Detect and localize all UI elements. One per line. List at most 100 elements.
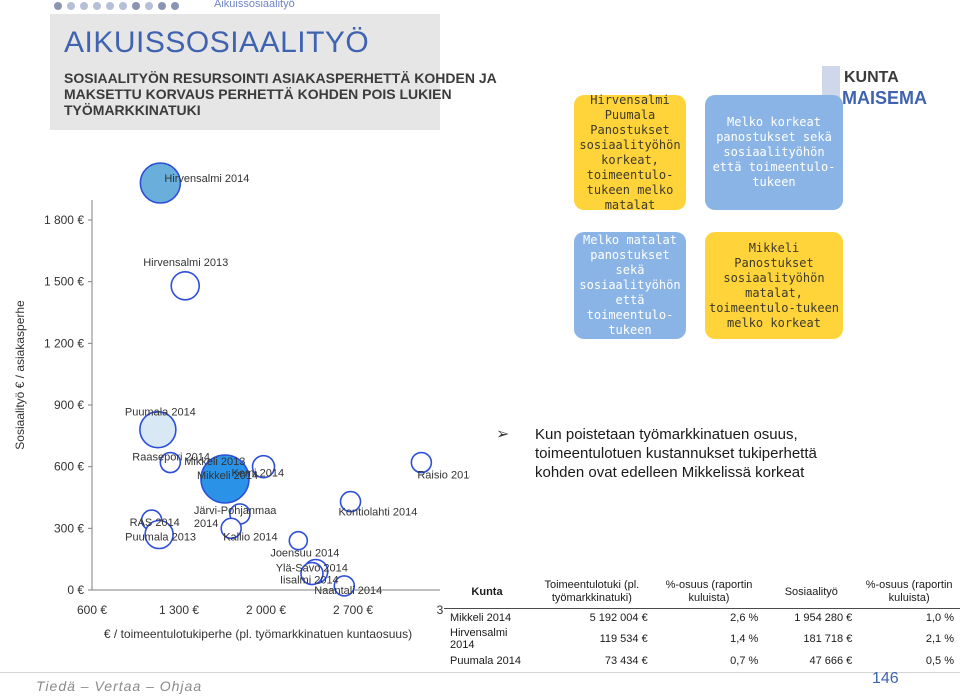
nav-dot[interactable] xyxy=(119,2,127,10)
data-bubble xyxy=(300,561,324,586)
page-title: AIKUISSOSIAALITYÖ xyxy=(64,26,370,59)
data-label: Mikkeli 2014 xyxy=(197,470,258,482)
cost-table: Kunta Toimeentulotuki (pl. työmarkkinatu… xyxy=(444,576,960,669)
data-bubble xyxy=(159,451,182,474)
nav-dot[interactable] xyxy=(145,2,153,10)
data-bubble xyxy=(139,162,182,204)
data-label: Raisio 2014 xyxy=(417,470,470,482)
nav-dot[interactable] xyxy=(171,2,179,10)
kuntamaisema-logo: KUNTA MAISEMA xyxy=(822,58,927,118)
table-row: Mikkeli 2014 5 192 004 € 2,6 % 1 954 280… xyxy=(444,609,960,627)
nav-dot[interactable] xyxy=(93,2,101,10)
data-label: Mikkeli 2013 xyxy=(184,456,245,468)
data-label: Naantali 2014 xyxy=(314,585,382,597)
y-tick-label: 1 200 € xyxy=(44,336,84,350)
bubble-chart: 0 € 300 € 600 € 900 € 1 200 € 1 500 € 1 800 € 6… xyxy=(13,162,470,641)
table-cell: 119 534 € xyxy=(599,633,648,645)
footer-divider xyxy=(0,672,960,673)
bullet-arrow-icon: ➢ xyxy=(496,426,510,443)
y-tick-label: 900 € xyxy=(54,398,84,412)
quadrant-top-right: Melko korkeat panostukset sekä sosiaalit… xyxy=(705,95,843,210)
x-tick-label: 600 € xyxy=(77,603,107,617)
table-cell: 73 434 € xyxy=(604,654,648,667)
data-bubble xyxy=(200,454,250,504)
table-cell: 2,6 % xyxy=(730,611,759,624)
quadrant-top-left: Hirvensalmi Puumala Panostukset sosiaali… xyxy=(574,93,686,212)
nav-dot[interactable] xyxy=(80,2,88,10)
nav-dot[interactable] xyxy=(67,2,75,10)
table-cell: 1 954 280 € xyxy=(794,611,853,624)
logo-line1: KUNTA xyxy=(844,69,899,86)
table-cell: Hirvensalmi 2014 xyxy=(450,627,508,651)
y-tick-label: 300 € xyxy=(54,521,84,535)
nav-dot[interactable] xyxy=(106,2,114,10)
table-cell: 1,4 % xyxy=(730,633,759,645)
data-bubble xyxy=(170,270,201,301)
table-cell: Mikkeli 2014 xyxy=(450,611,512,624)
data-label: Hirvensalmi 2014 xyxy=(164,173,249,185)
logo-building-icon xyxy=(822,66,840,104)
nav-dot[interactable] xyxy=(54,2,62,10)
table-row: Puumala 2014 73 434 € 0,7 % 47 666 € 0,5… xyxy=(444,652,960,669)
nav-dot[interactable] xyxy=(132,2,140,10)
slide-nav-dots xyxy=(54,0,179,12)
data-bubble xyxy=(144,519,174,550)
table-header: %-osuus (raportin kuluista) xyxy=(858,576,960,609)
table-header: Sosiaalityö xyxy=(764,576,859,609)
data-label: Järvi-Pohjanmaa xyxy=(194,505,277,517)
data-bubble xyxy=(220,517,242,540)
y-tick-label: 600 € xyxy=(54,460,84,474)
logo-line2: MAISEMA xyxy=(842,88,927,108)
x-tick-label: 3 xyxy=(437,603,444,617)
note-text: Kun poistetaan työmarkkinatuen osuus, to… xyxy=(535,426,817,481)
quadrant-bottom-left: Melko matalat panostukset sekä sosiaalit… xyxy=(574,232,686,339)
chart-subtitle: SOSIAALITYÖN RESURSOINTI ASIAKASPERHETTÄ… xyxy=(64,70,497,118)
x-tick-label: 2 700 € xyxy=(333,603,373,617)
table-cell: 5 192 004 € xyxy=(589,611,648,624)
y-tick-label: 1 500 € xyxy=(44,275,84,289)
data-label: Puumala 2013 xyxy=(125,532,196,544)
page-number: 146 xyxy=(872,670,899,687)
table-cell: Puumala 2014 xyxy=(450,654,521,667)
table-header: %-osuus (raportin kuluista) xyxy=(653,576,765,609)
data-label: Kallio 2014 xyxy=(223,531,277,543)
data-bubble xyxy=(339,490,362,513)
data-label: Puumala 2014 xyxy=(125,407,196,419)
quadrant-bottom-right: Mikkeli Panostukset sosiaalityöhön matal… xyxy=(705,232,843,339)
nav-dot[interactable] xyxy=(158,2,166,10)
data-label: RAS 2014 xyxy=(130,517,180,529)
table-cell: 181 718 € xyxy=(803,633,853,645)
data-label: Iisalmi 2014 xyxy=(280,575,339,587)
table-cell: 2,1 % xyxy=(925,633,954,645)
y-axis-title: Sosiaalityö € / asiakasperhe xyxy=(13,300,27,450)
table-cell: 1,0 % xyxy=(925,611,954,624)
data-label: 2014 xyxy=(194,518,218,530)
breadcrumb[interactable]: Aikuissosiaalityö xyxy=(214,0,295,10)
table-header: Toimeentulotuki (pl. työmarkkinatuki) xyxy=(530,576,654,609)
y-tick-label: 1 800 € xyxy=(44,213,84,227)
y-tick-label: 0 € xyxy=(67,583,84,597)
table-header-row: Kunta Toimeentulotuki (pl. työmarkkinatu… xyxy=(444,576,960,609)
data-bubble xyxy=(139,410,177,449)
data-label: Kemi 2014 xyxy=(232,468,285,480)
data-bubble xyxy=(410,451,433,474)
table-row: Hirvensalmi 2014 119 534 € 1,4 % 181 718… xyxy=(444,626,960,652)
table-cell: 47 666 € xyxy=(809,654,853,667)
data-label: Joensuu 2014 xyxy=(270,548,339,560)
data-label: Ylä-Savo 2014 xyxy=(276,563,348,575)
table-cell: 0,5 % xyxy=(925,654,954,667)
data-label: Kontiolahti 2014 xyxy=(339,507,418,519)
data-label: Hirvensalmi 2013 xyxy=(143,257,228,269)
table-header: Kunta xyxy=(444,576,530,609)
data-bubble xyxy=(288,530,309,551)
logo-graphic: KUNTA MAISEMA xyxy=(822,66,927,108)
title-background xyxy=(50,14,440,130)
table-cell: 0,7 % xyxy=(730,654,759,667)
data-label: Raasepori 2014 xyxy=(132,452,210,464)
x-axis-title: € / toimeentulotukiperhe (pl. työmarkkin… xyxy=(104,627,412,641)
x-tick-label: 1 300 € xyxy=(159,603,199,617)
footer-slogan: Tiedä – Vertaa – Ohjaa xyxy=(36,678,203,694)
x-tick-label: 2 000 € xyxy=(246,603,286,617)
data-bubble xyxy=(333,575,356,597)
data-bubble xyxy=(251,454,276,479)
